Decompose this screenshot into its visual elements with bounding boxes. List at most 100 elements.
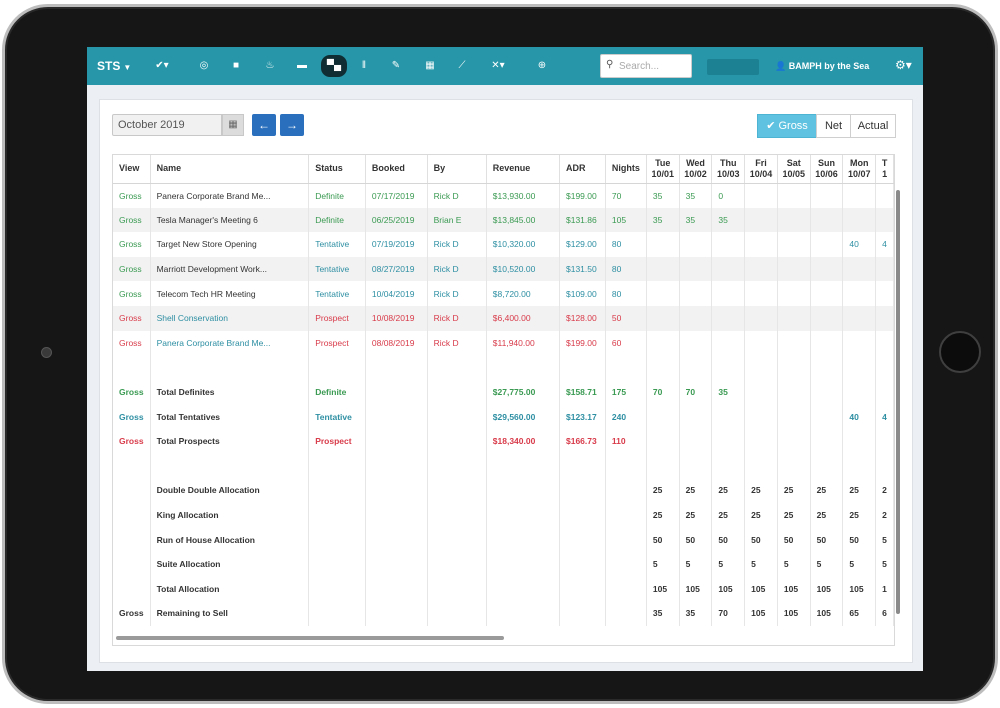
booked-cell: 10/04/2019 (365, 281, 428, 306)
horizontal-scrollbar[interactable] (116, 636, 504, 640)
brand-menu[interactable]: STS ▼ (97, 59, 131, 73)
allocation-row: Total Allocation 105 105 105 105 105 105 105 1 (113, 576, 894, 602)
prev-month-button[interactable]: ← (252, 114, 276, 136)
empty-cell (559, 527, 606, 552)
name-cell: Total Tentatives (150, 404, 310, 429)
name-cell: Total Allocation (150, 576, 310, 602)
empty-cell (605, 576, 647, 602)
column-header[interactable]: Name (150, 155, 310, 184)
day-cell: 50 (679, 527, 713, 552)
search-input[interactable] (619, 59, 689, 74)
day-cell: 5 (777, 551, 811, 577)
status-cell: Tentative (308, 256, 366, 282)
column-header[interactable]: ADR (559, 155, 606, 184)
day-column-header[interactable]: Wed 10/02 (679, 155, 713, 184)
empty-cell (605, 453, 647, 479)
day-cell: 25 (744, 478, 778, 503)
revenue-cell: $29,560.00 (486, 404, 561, 429)
vertical-scrollbar[interactable] (896, 190, 900, 614)
booking-row[interactable]: Gross Marriott Development Work... Tentati… (113, 256, 894, 282)
day-cell (679, 305, 713, 331)
column-header[interactable]: By (427, 155, 487, 184)
empty-cell (427, 527, 487, 552)
column-header[interactable]: View (113, 155, 151, 184)
day-cell (679, 330, 713, 356)
empty-cell (427, 502, 487, 528)
allocation-row: Gross Remaining to Sell 35 35 70 105 105 105 65 6 (113, 601, 894, 626)
booking-row[interactable]: Gross Tesla Manager's Meeting 6 Definite 06… (113, 207, 894, 233)
booking-row[interactable]: Gross Panera Corporate Brand Me... Prospec… (113, 330, 894, 356)
day-column-header[interactable]: Sat 10/05 (777, 155, 811, 184)
bed-icon[interactable]: ▀▄ (321, 55, 347, 77)
empty-cell (113, 355, 151, 380)
column-header[interactable]: Booked (365, 155, 428, 184)
circle-icon[interactable]: ◎ (199, 60, 209, 71)
nav-action-button[interactable] (707, 59, 759, 75)
booking-row[interactable]: Gross Shell Conservation Prospect 10/08/201… (113, 305, 894, 331)
chart-icon[interactable]: ♨ (265, 60, 275, 71)
tools-icon[interactable]: ✕▾ (491, 60, 505, 71)
user-menu[interactable]: 👤 BAMPH by the Sea (775, 61, 869, 72)
day-column-header[interactable]: Mon 10/07 (842, 155, 877, 184)
column-header[interactable]: Status (308, 155, 366, 184)
briefcase-icon[interactable]: ▬ (297, 60, 307, 71)
booking-row[interactable]: Gross Telecom Tech HR Meeting Tentative 10/… (113, 281, 894, 306)
day-cell (744, 232, 778, 257)
column-header[interactable]: Nights (605, 155, 647, 184)
view-actual-button[interactable]: Actual (850, 114, 896, 138)
empty-cell (744, 453, 778, 479)
pencil-icon[interactable]: ✎ (391, 60, 401, 71)
day-column-header[interactable]: Sun 10/06 (810, 155, 844, 184)
view-cell (113, 478, 151, 503)
next-month-button[interactable]: → (280, 114, 304, 136)
plus-circle-icon[interactable]: ⊕ (537, 60, 547, 71)
status-cell: Tentative (308, 281, 366, 306)
day-date: 10/01 (651, 168, 675, 179)
day-cell: 25 (679, 502, 713, 528)
calendar-icon[interactable]: ▦ (425, 60, 435, 71)
month-picker[interactable]: October 2019 (112, 114, 222, 136)
day-cell (744, 207, 778, 233)
view-cell (113, 576, 151, 602)
empty-cell (427, 404, 487, 429)
empty-cell (365, 551, 428, 577)
view-net-button[interactable]: Net (816, 114, 851, 138)
day-cell: 50 (777, 527, 811, 552)
day-cell (744, 183, 778, 208)
booking-row[interactable]: Gross Panera Corporate Brand Me... Definit… (113, 183, 894, 208)
nights-cell: 105 (605, 207, 647, 233)
day-cell: 70 (711, 601, 746, 626)
food-icon[interactable]: ‖ (361, 60, 367, 71)
booked-cell: 10/08/2019 (365, 305, 428, 331)
gear-icon[interactable]: ⚙▾ (895, 58, 912, 72)
column-header[interactable]: Revenue (486, 155, 561, 184)
folder-icon[interactable]: ■ (232, 60, 240, 71)
day-cell: 25 (679, 478, 713, 503)
day-column-header[interactable]: Tue 10/01 (646, 155, 680, 184)
calendar-button-icon[interactable]: ▦ (222, 114, 244, 136)
empty-cell (605, 478, 647, 503)
day-column-header[interactable]: Fri 10/04 (744, 155, 778, 184)
user-name: BAMPH by the Sea (788, 61, 870, 71)
day-cell (777, 183, 811, 208)
day-cell: 70 (646, 379, 680, 405)
adr-cell: $123.17 (559, 404, 606, 429)
day-cell (744, 256, 778, 282)
day-column-header[interactable]: Thu 10/03 (711, 155, 746, 184)
day-cell (777, 379, 811, 405)
day-cell (711, 232, 746, 257)
booking-row[interactable]: Gross Target New Store Opening Tentative 07… (113, 232, 894, 257)
day-cell (875, 183, 894, 208)
view-cell: Gross (113, 183, 151, 208)
day-cell: 25 (777, 478, 811, 503)
day-cell: 105 (679, 576, 713, 602)
check-icon[interactable]: ✔▾ (155, 60, 169, 71)
nights-cell: 80 (605, 281, 647, 306)
view-gross-button[interactable]: ✔ Gross (757, 114, 817, 138)
empty-cell (559, 478, 606, 503)
trend-icon[interactable]: ⟋ (458, 60, 466, 71)
tablet-frame: STS▼ ✔▾ ◎ ■ ♨ ▬ ▀▄ ‖ ✎ ▦ ⟋ ✕▾ ⊕ ⚲ 👤 BAMP… (2, 4, 998, 704)
home-button[interactable] (939, 331, 981, 373)
by-cell: Rick D (427, 256, 487, 282)
